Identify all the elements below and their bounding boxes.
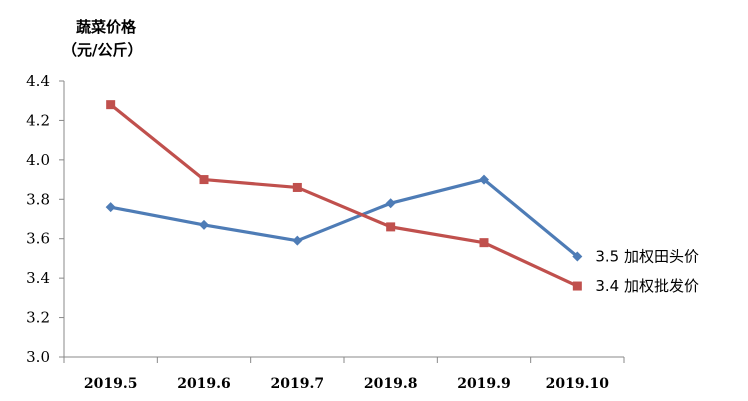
series-2 [106,100,582,291]
data-point-marker [199,219,209,230]
y-tick-label: 3.2 [26,309,50,327]
y-tick-label: 3.6 [26,230,50,248]
x-tick-label: 2019.9 [457,376,511,392]
y-tick-label: 3.8 [26,190,50,208]
data-point-marker [385,198,396,209]
data-point-marker [572,281,582,291]
data-point-marker [479,238,489,248]
y-tick-label: 3.0 [26,348,50,366]
y-tick-label: 4.0 [26,151,50,169]
x-tick-label: 2019.10 [546,376,610,392]
data-point-marker [292,235,303,246]
series-1 [105,174,583,262]
data-point-marker [572,251,583,262]
x-tick-label: 2019.5 [84,376,138,392]
series-end-label: 3.5 加权田头价 [595,247,699,265]
data-point-marker [386,222,396,232]
x-tick-label: 2019.6 [177,376,231,392]
x-tick-label: 2019.7 [271,376,325,392]
data-point-marker [479,174,489,185]
labels-layer: 3.5 加权田头价 3.4 加权批发价 [595,247,699,295]
y-axis-title-line-1: 蔬菜价格 [76,18,137,36]
x-tick-label: 2019.8 [364,376,418,392]
axes: 3.0 3.2 3.4 3.6 3.8 4.0 4.2 4.4 2019.5 2019.6 2019… [26,72,625,392]
series-line [109,103,579,288]
data-point-marker [106,100,116,110]
y-tick-label: 4.2 [26,111,50,129]
data-point-marker [199,175,209,185]
series-end-label: 3.4 加权批发价 [595,277,699,295]
y-tick-label: 4.4 [26,72,50,90]
series-line [109,177,579,259]
series-layer [105,100,583,291]
data-point-marker [292,182,302,192]
y-tick-label: 3.4 [26,269,50,287]
data-point-marker [105,202,116,213]
y-axis-title-line-2: （元/公斤） [62,41,142,59]
